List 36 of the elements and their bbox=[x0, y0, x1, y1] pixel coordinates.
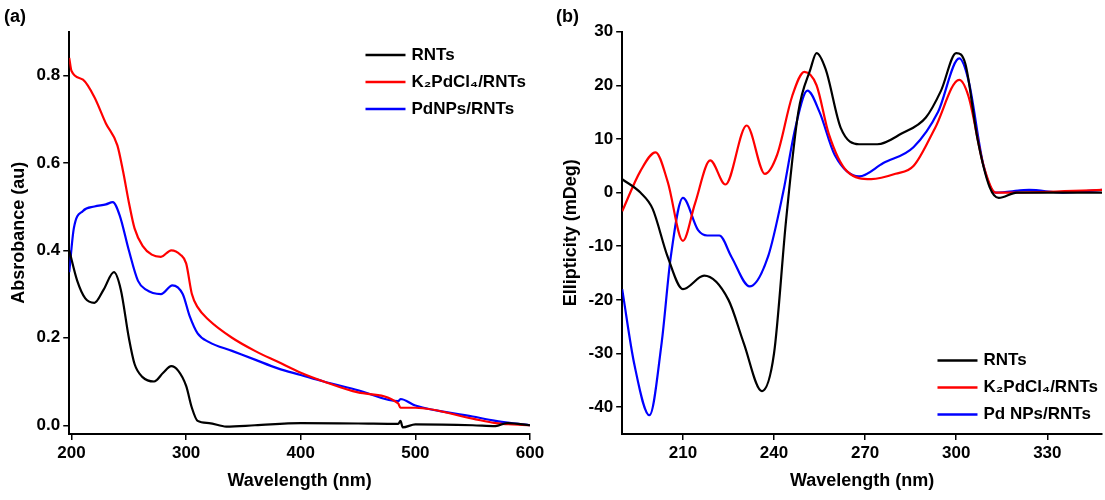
x-axis-title: Wavelength (nm) bbox=[227, 470, 372, 491]
x-tick-label: 600 bbox=[515, 442, 545, 462]
chart-title: (b) bbox=[556, 5, 579, 26]
y-tick-label: 0.2 bbox=[36, 327, 61, 347]
x-tick-label: 300 bbox=[942, 442, 971, 462]
chart-title: (a) bbox=[4, 5, 26, 26]
y-tick-label: 0.4 bbox=[36, 239, 61, 259]
x-tick-label: 300 bbox=[171, 442, 201, 462]
x-axis-title: Wavelength (nm) bbox=[789, 470, 935, 491]
legend-label: PdNPs/RNTs bbox=[411, 98, 515, 118]
x-tick-label: 210 bbox=[668, 442, 698, 462]
x-tick-label: 400 bbox=[286, 442, 315, 462]
y-tick-label: 10 bbox=[594, 128, 614, 148]
y-tick-label: -40 bbox=[588, 396, 614, 416]
legend-label: RNTs bbox=[411, 44, 455, 64]
x-tick-label: 270 bbox=[850, 442, 880, 462]
y-axis-title: Ellipticity (mDeg) bbox=[559, 159, 580, 307]
legend-label: RNTs bbox=[983, 350, 1027, 370]
y-tick-label: -20 bbox=[588, 289, 614, 309]
y-tick-label: 20 bbox=[594, 74, 614, 94]
line-series bbox=[622, 70, 1102, 242]
y-tick-label: -10 bbox=[588, 235, 614, 255]
y-tick-label: -30 bbox=[588, 343, 614, 363]
y-axis-title: Absrobance (au) bbox=[7, 161, 28, 304]
legend-label: K₂PdCl₄/RNTs bbox=[411, 71, 527, 91]
x-tick-label: 500 bbox=[401, 442, 430, 462]
legend-label: K₂PdCl₄/RNTs bbox=[983, 377, 1099, 397]
x-tick-label: 200 bbox=[57, 442, 86, 462]
legend-label: Pd NPs/RNTs bbox=[983, 404, 1091, 424]
y-tick-label: 30 bbox=[594, 21, 614, 41]
x-tick-label: 330 bbox=[1033, 442, 1062, 462]
x-tick-label: 240 bbox=[759, 442, 789, 462]
y-tick-label: 0.6 bbox=[36, 152, 61, 172]
y-tick-label: 0.0 bbox=[36, 414, 61, 434]
y-tick-label: 0.8 bbox=[36, 65, 61, 85]
y-tick-label: 0 bbox=[603, 182, 614, 202]
